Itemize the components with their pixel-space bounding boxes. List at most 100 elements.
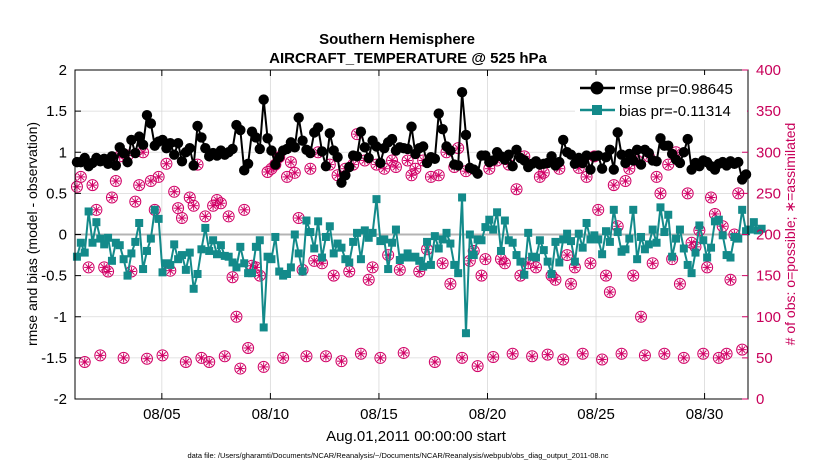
bias-point	[699, 236, 708, 245]
legend-bias-label: bias pr=-0.11314	[619, 103, 731, 120]
asterisk-stroke	[190, 202, 198, 210]
asterisk-stroke	[723, 350, 731, 358]
obs-possible-marker	[584, 257, 597, 270]
asterisk-stroke	[610, 181, 618, 189]
rmse-point	[472, 168, 483, 179]
bias-point	[734, 234, 743, 243]
bias-point	[142, 246, 151, 255]
obs-assimilated-marker	[72, 182, 82, 192]
obs-assimilated-marker	[278, 353, 288, 363]
asterisk-stroke	[225, 212, 233, 220]
legend-box	[575, 75, 747, 120]
rmse-point	[635, 159, 647, 170]
obs-assimilated-marker	[158, 350, 168, 360]
asterisk-stroke	[407, 171, 416, 179]
obs-possible-marker	[541, 348, 554, 361]
y-right-tick-label: 350	[756, 103, 781, 120]
obs-assimilated-marker	[473, 361, 483, 371]
asterisk-stroke	[563, 251, 571, 259]
asterisk-stroke	[606, 288, 614, 296]
bias-point	[745, 225, 754, 234]
bias-point	[364, 233, 373, 242]
bias-point	[598, 250, 607, 259]
rmse-point	[359, 142, 371, 153]
rmse-point	[168, 149, 180, 160]
bias-point	[248, 269, 257, 278]
rmse-point	[546, 151, 557, 162]
bias-point	[345, 258, 354, 267]
bias-point	[547, 269, 556, 278]
asterisk-stroke	[201, 212, 209, 220]
obs-possible-marker	[187, 199, 200, 212]
bias-point	[707, 243, 716, 252]
rmse-point	[126, 134, 137, 146]
asterisk-stroke	[221, 352, 229, 360]
obs-possible-marker	[354, 347, 367, 360]
asterisk-stroke	[594, 206, 602, 214]
y-right-tick-label: 150	[756, 268, 781, 285]
y-tick-label: 0	[59, 227, 67, 244]
bias-point	[516, 257, 525, 266]
obs-assimilated-marker	[636, 312, 646, 322]
bias-point	[438, 235, 447, 244]
x-tick-label: 08/30	[686, 406, 724, 423]
bias-point	[415, 256, 424, 265]
obs-assimilated-marker	[329, 271, 339, 281]
obs-possible-marker	[635, 310, 648, 323]
asterisk-stroke	[112, 177, 120, 185]
bias-point	[434, 244, 443, 253]
rmse-point	[79, 152, 90, 164]
y-right-tick-label: 400	[756, 62, 781, 79]
rmse-point	[316, 146, 328, 157]
obs-assimilated-marker	[290, 168, 300, 178]
bias-point	[193, 269, 202, 278]
obs-assimilated-marker	[336, 356, 346, 366]
rmse-point	[305, 147, 316, 159]
obs-assimilated-marker	[185, 192, 195, 202]
obs-assimilated-marker	[80, 357, 90, 367]
rmse-point	[593, 150, 604, 161]
bias-point	[683, 260, 692, 269]
bias-point	[333, 239, 342, 248]
asterisk-stroke	[369, 263, 377, 271]
asterisk-stroke	[458, 354, 466, 362]
obs-assimilated-marker	[189, 201, 199, 211]
asterisk-stroke	[715, 354, 723, 362]
bias-point	[640, 245, 649, 254]
asterisk-stroke	[89, 181, 97, 189]
bias-point	[520, 270, 529, 279]
legend: rmse pr=0.98645 bias pr=-0.11314	[575, 75, 747, 120]
asterisk-stroke	[711, 210, 719, 218]
bias-point	[450, 260, 459, 269]
asterisk-stroke	[81, 358, 89, 366]
obs-assimilated-marker	[430, 357, 440, 367]
bias-point	[508, 238, 517, 247]
bias-point	[353, 228, 362, 237]
rmse-point	[192, 120, 203, 132]
y-tick-label: 1	[59, 144, 67, 161]
asterisk-stroke	[404, 156, 412, 164]
bias-point	[177, 251, 186, 260]
obs-possible-marker	[479, 253, 492, 266]
rmse-point	[141, 110, 153, 121]
rmse-point	[312, 122, 324, 133]
obs-assimilated-marker	[282, 172, 292, 182]
asterisk-stroke	[540, 169, 548, 177]
obs-possible-marker	[650, 170, 663, 183]
obs-possible-marker	[615, 347, 628, 360]
bias-series	[72, 193, 766, 338]
obs-assimilated-marker	[539, 168, 549, 178]
rmse-point	[254, 143, 265, 155]
bias-point	[493, 208, 502, 217]
x-tick-label: 08/15	[360, 406, 398, 423]
obs-assimilated-marker	[305, 164, 315, 174]
obs-assimilated-marker	[321, 351, 331, 361]
rmse-point	[293, 112, 304, 123]
bias-point	[738, 205, 747, 214]
bias-point	[240, 259, 249, 268]
bias-point	[391, 225, 400, 234]
obs-possible-marker	[133, 179, 146, 192]
bias-point	[539, 246, 548, 255]
obs-assimilated-marker	[111, 176, 121, 186]
